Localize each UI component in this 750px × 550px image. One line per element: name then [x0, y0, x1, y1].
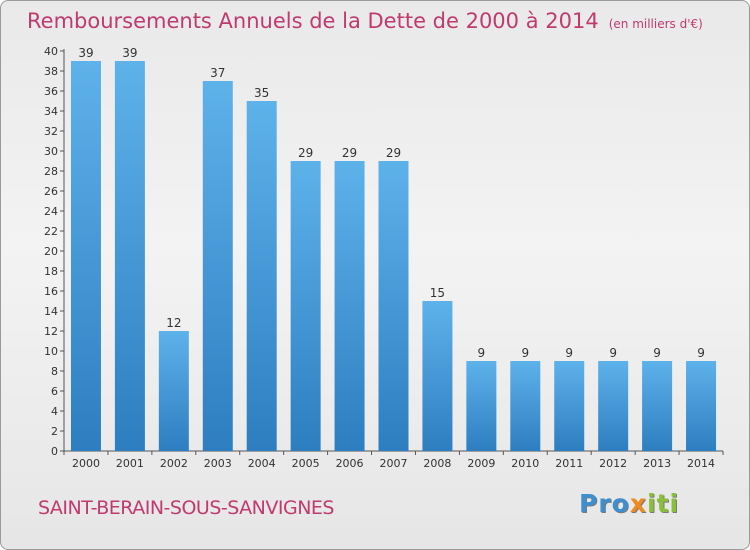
y-tick-label: 12 [44, 325, 58, 338]
bar [70, 61, 101, 451]
bar [686, 361, 717, 451]
y-tick-label: 2 [51, 425, 58, 438]
bar-value-label: 9 [478, 346, 486, 360]
x-tick-label: 2012 [599, 457, 627, 470]
y-tick-label: 40 [44, 45, 58, 58]
logo-letter: i [669, 489, 680, 518]
y-tick-label: 22 [44, 225, 58, 238]
y-tick-label: 18 [44, 265, 58, 278]
y-tick-label: 24 [44, 205, 58, 218]
bar-value-label: 9 [697, 346, 705, 360]
y-tick-label: 32 [44, 125, 58, 138]
y-tick-label: 14 [44, 305, 58, 318]
bar-value-label: 39 [122, 46, 137, 60]
title-unit: (en milliers d'€) [608, 17, 703, 31]
bar [334, 161, 365, 451]
x-tick-label: 2013 [643, 457, 671, 470]
bar [422, 301, 453, 451]
y-tick-label: 20 [44, 245, 58, 258]
bar [554, 361, 585, 451]
y-tick-label: 34 [44, 105, 58, 118]
x-tick-label: 2010 [511, 457, 539, 470]
bar-value-label: 39 [78, 46, 93, 60]
bar [466, 361, 497, 451]
bar-value-label: 29 [342, 146, 357, 160]
bar [510, 361, 541, 451]
x-tick-label: 2000 [72, 457, 100, 470]
logo-letter: x [629, 489, 647, 518]
bar [642, 361, 673, 451]
bar-value-label: 9 [653, 346, 661, 360]
x-tick-label: 2004 [248, 457, 276, 470]
y-tick-label: 6 [51, 385, 58, 398]
x-tick-label: 2011 [555, 457, 583, 470]
bar [290, 161, 321, 451]
x-tick-label: 2001 [116, 457, 144, 470]
bars: 39 39 12 37 35 29 29 29 15 9 9 9 9 9 9 [70, 46, 717, 451]
y-tick-label: 38 [44, 65, 58, 78]
bar-value-label: 12 [166, 316, 181, 330]
bar-value-label: 29 [298, 146, 313, 160]
y-tick-label: 8 [51, 365, 58, 378]
bar-value-label: 9 [609, 346, 617, 360]
bar [202, 81, 233, 451]
logo-letter: o [611, 489, 630, 518]
y-tick-label: 4 [51, 405, 58, 418]
y-tick-label: 26 [44, 185, 58, 198]
bar [598, 361, 629, 451]
x-tick-label: 2014 [687, 457, 715, 470]
x-tick-label: 2003 [204, 457, 232, 470]
x-tick-label: 2009 [467, 457, 495, 470]
bar-value-label: 9 [521, 346, 529, 360]
axes: 0246810121416182022242628303234363840200… [44, 45, 724, 470]
y-tick-label: 0 [51, 445, 58, 458]
bar-value-label: 9 [565, 346, 573, 360]
logo-letter: t [656, 489, 670, 518]
bar-value-label: 15 [430, 286, 445, 300]
logo-letter: r [598, 489, 612, 518]
bar-value-label: 37 [210, 66, 225, 80]
bar [114, 61, 145, 451]
y-tick-label: 30 [44, 145, 58, 158]
logo-letter: P [579, 489, 599, 518]
x-tick-label: 2002 [160, 457, 188, 470]
proxiti-logo: Proxiti [579, 489, 679, 518]
x-tick-label: 2008 [423, 457, 451, 470]
x-tick-label: 2005 [292, 457, 320, 470]
bar [378, 161, 409, 451]
commune-name: SAINT-BERAIN-SOUS-SANVIGNES [38, 497, 334, 519]
bar-value-label: 35 [254, 86, 269, 100]
y-tick-label: 36 [44, 85, 58, 98]
x-tick-label: 2006 [336, 457, 364, 470]
y-tick-label: 10 [44, 345, 58, 358]
bar [158, 331, 189, 451]
chart-title: Remboursements Annuels de la Dette de 20… [27, 9, 703, 33]
bar-value-label: 29 [386, 146, 401, 160]
bar [246, 101, 277, 451]
y-tick-label: 28 [44, 165, 58, 178]
x-tick-label: 2007 [380, 457, 408, 470]
title-text: Remboursements Annuels de la Dette de 20… [27, 9, 599, 33]
logo-letter: i [647, 489, 657, 518]
y-tick-label: 16 [44, 285, 58, 298]
